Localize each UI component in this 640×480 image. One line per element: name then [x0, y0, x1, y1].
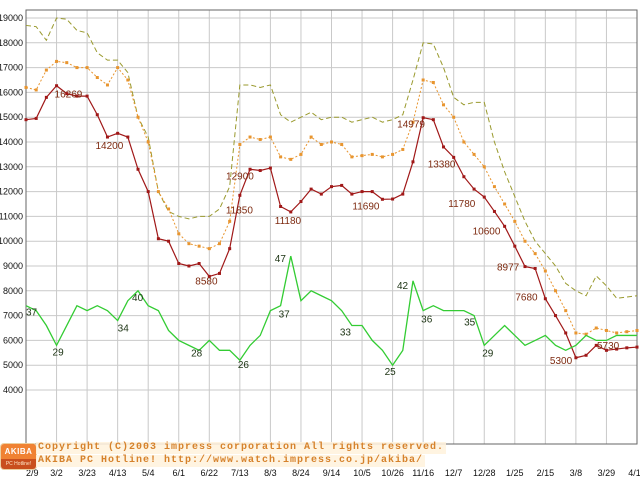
svg-text:9/14: 9/14: [323, 468, 341, 478]
svg-text:5300: 5300: [550, 356, 573, 367]
svg-text:14000: 14000: [0, 137, 23, 147]
svg-text:18000: 18000: [0, 38, 23, 48]
svg-text:3/8: 3/8: [570, 468, 583, 478]
svg-text:29: 29: [482, 348, 494, 359]
svg-text:35: 35: [464, 318, 476, 329]
svg-text:11180: 11180: [275, 216, 302, 227]
svg-text:9000: 9000: [3, 261, 23, 271]
svg-text:37: 37: [26, 308, 38, 319]
svg-text:12/7: 12/7: [445, 468, 463, 478]
svg-text:8/3: 8/3: [264, 468, 277, 478]
svg-text:11/16: 11/16: [412, 468, 434, 478]
svg-text:26: 26: [238, 360, 250, 371]
svg-text:10/5: 10/5: [353, 468, 371, 478]
svg-text:2/15: 2/15: [537, 468, 555, 478]
svg-text:28: 28: [191, 348, 203, 359]
logo-subtitle: PC Hotline!: [1, 459, 36, 469]
svg-text:33: 33: [340, 328, 352, 339]
svg-text:19000: 19000: [0, 13, 23, 23]
svg-text:3/23: 3/23: [78, 468, 96, 478]
svg-text:4/13: 4/13: [109, 468, 127, 478]
svg-text:37: 37: [279, 310, 291, 321]
svg-text:7680: 7680: [515, 293, 538, 304]
svg-text:16000: 16000: [0, 87, 23, 97]
svg-text:6/22: 6/22: [201, 468, 219, 478]
copyright-line: Copyright (C)2003 impress corporation Al…: [36, 442, 447, 454]
svg-text:11850: 11850: [226, 205, 254, 216]
svg-text:1/25: 1/25: [506, 468, 524, 478]
svg-text:10600: 10600: [473, 226, 501, 237]
svg-text:11690: 11690: [352, 201, 380, 212]
svg-text:8000: 8000: [3, 286, 23, 296]
svg-text:12000: 12000: [0, 187, 23, 197]
svg-text:8977: 8977: [497, 263, 520, 274]
svg-text:15000: 15000: [0, 112, 23, 122]
svg-text:40: 40: [132, 293, 144, 304]
svg-text:16269: 16269: [55, 90, 83, 101]
svg-text:11000: 11000: [0, 211, 23, 221]
akiba-pc-hotline-logo: AKIBA PC Hotline!: [1, 444, 36, 469]
svg-text:6000: 6000: [3, 335, 23, 345]
svg-text:14979: 14979: [397, 120, 425, 131]
svg-text:10/26: 10/26: [381, 468, 404, 478]
svg-text:5000: 5000: [3, 360, 23, 370]
svg-text:2/9: 2/9: [26, 468, 39, 478]
svg-text:4/19: 4/19: [628, 468, 640, 478]
site-url-line: AKIBA PC Hotline! http://www.watch.impre…: [36, 455, 426, 467]
svg-text:29: 29: [53, 347, 65, 358]
svg-text:25: 25: [385, 367, 397, 378]
svg-text:4000: 4000: [3, 385, 23, 395]
svg-text:8580: 8580: [195, 276, 218, 287]
svg-text:34: 34: [118, 324, 130, 335]
svg-text:42: 42: [397, 281, 409, 292]
svg-text:36: 36: [421, 315, 433, 326]
svg-text:6/1: 6/1: [172, 468, 185, 478]
svg-text:17000: 17000: [0, 63, 23, 73]
svg-text:13000: 13000: [0, 162, 23, 172]
svg-text:5/4: 5/4: [142, 468, 155, 478]
svg-text:7000: 7000: [3, 311, 23, 321]
svg-text:3/2: 3/2: [50, 468, 63, 478]
svg-text:12/28: 12/28: [473, 468, 496, 478]
svg-text:3/29: 3/29: [598, 468, 616, 478]
svg-text:8/24: 8/24: [292, 468, 310, 478]
logo-title: AKIBA: [1, 444, 36, 459]
svg-text:13380: 13380: [428, 159, 456, 170]
svg-text:11780: 11780: [448, 199, 476, 210]
svg-text:10000: 10000: [0, 236, 23, 246]
svg-text:5730: 5730: [597, 341, 620, 352]
svg-text:12900: 12900: [226, 171, 254, 182]
svg-text:14200: 14200: [95, 141, 123, 152]
svg-text:47: 47: [275, 254, 287, 265]
svg-text:7/13: 7/13: [231, 468, 249, 478]
